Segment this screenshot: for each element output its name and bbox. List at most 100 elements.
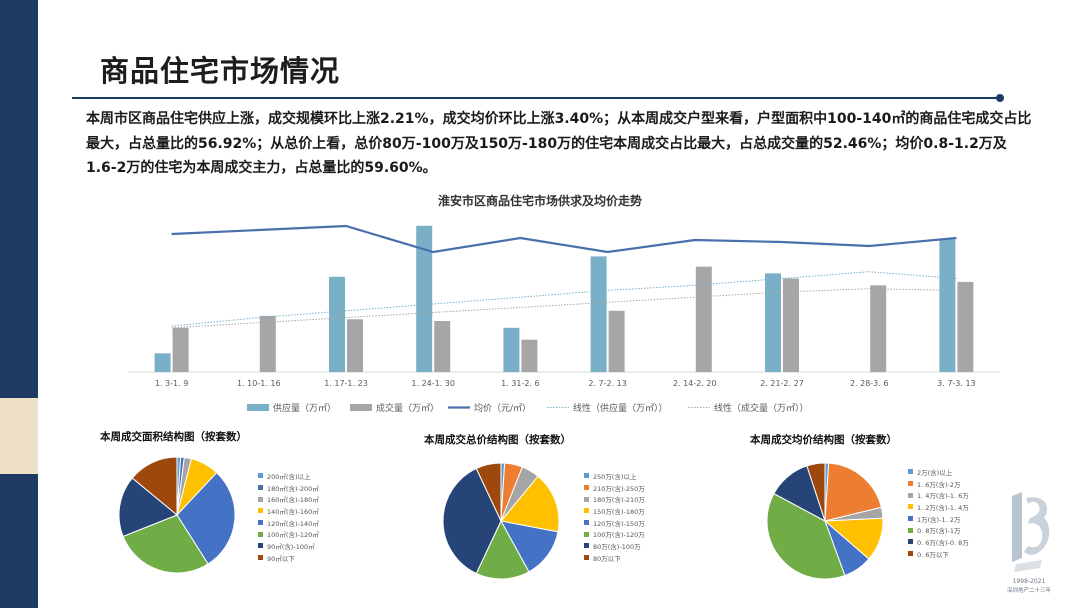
legend-label: 210万(含)-250万 xyxy=(593,484,645,493)
legend-label: 150万(含)-180万 xyxy=(593,507,645,516)
legend-swatch xyxy=(258,485,263,491)
pie1-title: 本周成交面积结构图（按套数） xyxy=(100,431,247,443)
deal-trendline xyxy=(171,288,957,329)
pie-slice xyxy=(442,467,502,575)
legend-swatch xyxy=(258,496,263,502)
legend-label: 180万(含)-210万 xyxy=(593,496,645,505)
legend-label: 80万(含)-100万 xyxy=(593,542,641,551)
legend-label: 1. 2万(含)-1. 4万 xyxy=(917,503,969,512)
pie-slice xyxy=(806,462,826,522)
legend-item: 80万以下 xyxy=(584,552,645,564)
price-line xyxy=(171,224,957,254)
pie1-legend: 200㎡(含)以上 180㎡(含)-200㎡ 160㎡(含)-180㎡ 140㎡(含)… xyxy=(258,470,319,564)
legend-swatch xyxy=(258,543,263,549)
x-tick-label: 1. 24-1. 30 xyxy=(411,379,455,388)
pie-slice xyxy=(475,519,530,580)
supply-trendline xyxy=(171,271,957,327)
supply-bar xyxy=(154,353,171,372)
legend-item: 200㎡(含)以上 xyxy=(258,470,319,482)
pie1-chart xyxy=(118,456,236,574)
pie-slice xyxy=(118,477,178,538)
deal-bar xyxy=(695,266,712,372)
legend-swatch xyxy=(584,496,589,502)
legend-item: 210万(含)-250万 xyxy=(584,482,645,494)
legend-label: 1. 4万(含)-1. 6万 xyxy=(917,492,969,501)
legend-item: 120万(含)-150万 xyxy=(584,517,645,529)
deal-bar xyxy=(259,315,276,372)
legend-item: 90㎡(含)-100㎡ xyxy=(258,540,319,552)
pie3-legend: 2万(含)以上 1. 6万(含)-2万 1. 4万(含)-1. 6万 1. 2万(含)… xyxy=(908,466,969,560)
deal-bar xyxy=(172,327,189,372)
legend-item: 0. 8万(含)-1万 xyxy=(908,524,969,536)
legend-label: 200㎡(含)以上 xyxy=(267,472,311,481)
legend-swatch xyxy=(908,527,913,533)
main-chart-title: 淮安市区商品住宅市场供求及均价走势 xyxy=(437,194,642,208)
side-bar xyxy=(0,0,38,608)
legend-swatch xyxy=(258,531,263,537)
legend-item: 250万(含)以上 xyxy=(584,470,645,482)
legend-label: 90㎡(含)-100㎡ xyxy=(267,542,315,551)
legend-label: 80万以下 xyxy=(593,554,621,563)
legend-label: 线性（成交量（万㎡）） xyxy=(714,402,809,414)
supply-bar xyxy=(939,239,956,372)
legend-swatch xyxy=(258,473,263,479)
legend-label: 0. 6万以下 xyxy=(917,550,949,559)
legend-swatch xyxy=(584,508,589,514)
x-tick-label: 1. 3-1. 9 xyxy=(155,379,188,388)
deal-bar xyxy=(434,321,451,372)
legend-swatch xyxy=(584,543,589,549)
legend-label: 180㎡(含)-200㎡ xyxy=(267,484,319,493)
legend-swatch xyxy=(908,481,913,487)
deal-bar xyxy=(608,310,625,372)
legend-item: 1万(含)-1. 2万 xyxy=(908,513,969,525)
pie-slice xyxy=(766,492,846,580)
legend-swatch xyxy=(584,555,589,561)
pie-slice xyxy=(475,462,502,522)
pie3-chart xyxy=(766,462,884,580)
legend-item: 2万(含)以上 xyxy=(908,466,969,478)
main-chart: 1. 3-1. 9 1. 10-1. 16 1. 17-1. 23 1. 24-1. … xyxy=(128,224,1000,414)
supply-bar xyxy=(329,276,345,372)
legend-label: 160㎡(含)-180㎡ xyxy=(267,496,319,505)
slide-title: 商品住宅市场情况 xyxy=(100,54,341,88)
logo-mark: 1998-2021 深圳地产二十三年 xyxy=(1007,492,1052,594)
supply-bar xyxy=(590,256,607,372)
legend-item: 90㎡以下 xyxy=(258,552,319,564)
x-tick-label: 2. 14-2. 20 xyxy=(673,379,717,388)
legend-swatch xyxy=(258,508,263,514)
logo-caption: 深圳地产二十三年 xyxy=(1007,586,1052,594)
legend-item: 160㎡(含)-180㎡ xyxy=(258,493,319,505)
x-tick-label: 2. 21-2. 27 xyxy=(760,379,804,388)
legend-item: 100㎡(含)-120㎡ xyxy=(258,528,319,540)
pie3-title: 本周成交均价结构图（按套数） xyxy=(750,434,897,446)
legend-swatch xyxy=(247,404,269,411)
deal-bar xyxy=(957,281,974,372)
legend-swatch xyxy=(258,555,263,561)
supply-bar xyxy=(503,327,520,372)
deal-bar xyxy=(521,339,538,372)
pie-slice xyxy=(824,462,882,522)
x-tick-label: 2. 28-3. 6 xyxy=(850,379,889,388)
legend-label: 成交量（万㎡） xyxy=(376,402,439,414)
legend-swatch xyxy=(908,516,913,522)
legend-swatch xyxy=(908,469,913,475)
legend-label: 100㎡(含)-120㎡ xyxy=(267,531,319,540)
legend-item: 1. 6万(含)-2万 xyxy=(908,478,969,490)
x-tick-label: 1. 10-1. 16 xyxy=(237,379,281,388)
legend-swatch xyxy=(258,520,263,526)
legend-item: 120㎡(含)-140㎡ xyxy=(258,517,319,529)
legend-item: 140㎡(含)-160㎡ xyxy=(258,505,319,517)
pie-slice xyxy=(131,456,178,517)
pie2-legend: 250万(含)以上 210万(含)-250万 180万(含)-210万 150万(含)… xyxy=(584,470,645,564)
legend-label: 0. 8万(含)-1万 xyxy=(917,527,961,536)
pie-slice xyxy=(500,520,559,573)
legend-label: 140㎡(含)-160㎡ xyxy=(267,507,319,516)
legend-label: 供应量（万㎡） xyxy=(273,402,336,414)
legend-swatch xyxy=(908,504,913,510)
legend-item: 1. 4万(含)-1. 6万 xyxy=(908,489,969,501)
x-tick-label: 3. 7-3. 13 xyxy=(937,379,976,388)
x-tick-label: 2. 7-2. 13 xyxy=(588,379,627,388)
deal-bar xyxy=(783,278,799,372)
legend-label: 0. 6万(含)-0. 8万 xyxy=(917,538,969,547)
legend-item: 0. 6万(含)-0. 8万 xyxy=(908,536,969,548)
